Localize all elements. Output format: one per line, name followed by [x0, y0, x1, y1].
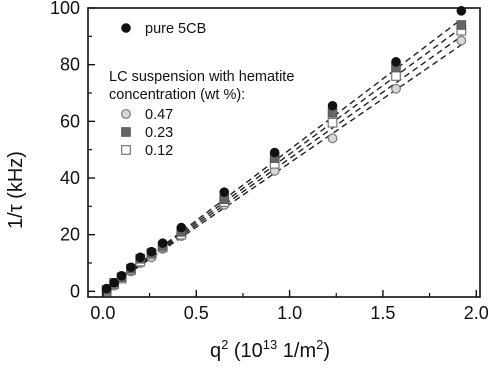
- legend-marker-0.23: [121, 127, 131, 137]
- y-tick-label: 60: [60, 111, 80, 131]
- legend-marker-pure-5cb: [121, 23, 131, 33]
- data-point: [101, 283, 112, 294]
- data-point: [135, 252, 146, 263]
- x-tick-label: 2.0: [464, 303, 489, 323]
- fit-line-2: [102, 27, 462, 292]
- data-point: [116, 270, 127, 281]
- legend-marker-0.12: [121, 145, 131, 155]
- y-tick-label: 100: [50, 0, 80, 18]
- legend-heading-line1: LC suspension with hematite: [109, 69, 294, 85]
- y-tick-label: 20: [60, 225, 80, 245]
- data-point: [327, 133, 338, 144]
- data-point: [391, 57, 401, 67]
- data-point: [126, 262, 136, 273]
- data-point: [391, 83, 401, 94]
- legend-heading-line2: concentration (wt %):: [109, 87, 245, 103]
- x-tick-label: 0.0: [90, 303, 115, 323]
- x-tick-label: 1.0: [277, 303, 302, 323]
- axis-ticks: 0.0 0.5 1.0 1.5 2.0 0 20 40 60 80 100: [50, 0, 489, 323]
- data-point: [456, 20, 467, 30]
- y-tick-label: 0: [70, 281, 80, 301]
- y-tick-label: 80: [60, 55, 80, 75]
- data-points: [101, 6, 467, 297]
- data-point: [456, 35, 467, 46]
- data-point: [109, 278, 119, 288]
- data-point: [269, 147, 280, 158]
- data-point: [327, 100, 338, 111]
- legend-marker-0.47: [121, 109, 131, 119]
- data-point: [146, 246, 157, 257]
- x-tick-label: 1.5: [370, 303, 395, 323]
- plot-frame: [87, 7, 481, 298]
- legend-label-0.23: 0.23: [145, 125, 173, 141]
- legend-label-0.12: 0.12: [145, 143, 173, 159]
- x-tick-label: 0.5: [184, 303, 209, 323]
- data-point: [157, 238, 168, 248]
- data-point: [327, 117, 338, 128]
- legend-label-0.47: 0.47: [145, 107, 173, 123]
- data-point: [176, 222, 187, 233]
- data-point: [391, 71, 401, 81]
- x-axis-label: q2 (1013 1/m2): [210, 337, 330, 362]
- legend: pure 5CB LC suspension with hematite conce…: [109, 21, 294, 159]
- y-axis-label: 1/τ (kHz): [5, 151, 27, 229]
- legend-label-pure-5cb: pure 5CB: [145, 21, 206, 37]
- y-tick-label: 40: [60, 168, 80, 188]
- data-point: [219, 187, 230, 197]
